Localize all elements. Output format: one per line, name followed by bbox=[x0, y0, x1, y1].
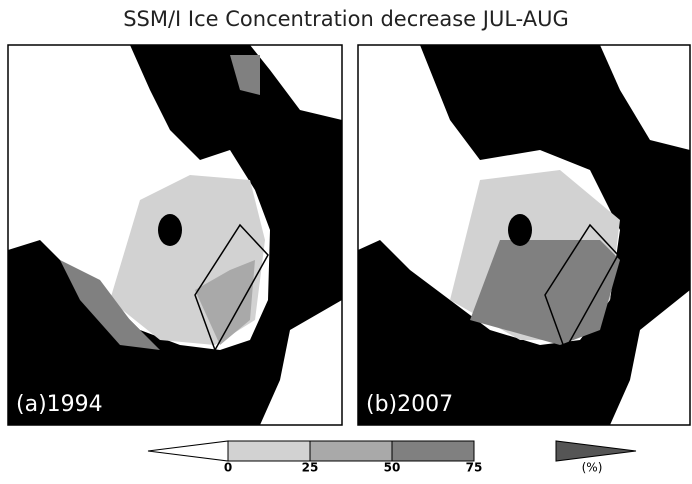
map-panel-b: (b)2007 bbox=[357, 44, 691, 426]
colorbar-segment bbox=[227, 440, 311, 462]
colorbar-tick-label: 50 bbox=[384, 461, 401, 475]
colorbar-segment bbox=[391, 440, 475, 462]
panel-label: (a)1994 bbox=[16, 392, 103, 417]
colorbar-segment bbox=[309, 440, 393, 462]
colorbar-unit: (%) bbox=[582, 461, 603, 475]
colorbar: 0 25 50 75 (%) bbox=[147, 440, 637, 475]
colorbar-tick-label: 25 bbox=[302, 461, 319, 475]
colorbar-extend-low bbox=[147, 440, 229, 462]
colorbar-extend-high bbox=[555, 440, 637, 462]
title: SSM/I Ice Concentration decrease JUL-AUG bbox=[123, 7, 569, 31]
panel-label: (b)2007 bbox=[366, 392, 453, 417]
map-panel-a: (a)1994 bbox=[7, 44, 343, 426]
colorbar-tick-label: 0 bbox=[224, 461, 232, 475]
colorbar-tick-label: 75 bbox=[466, 461, 483, 475]
